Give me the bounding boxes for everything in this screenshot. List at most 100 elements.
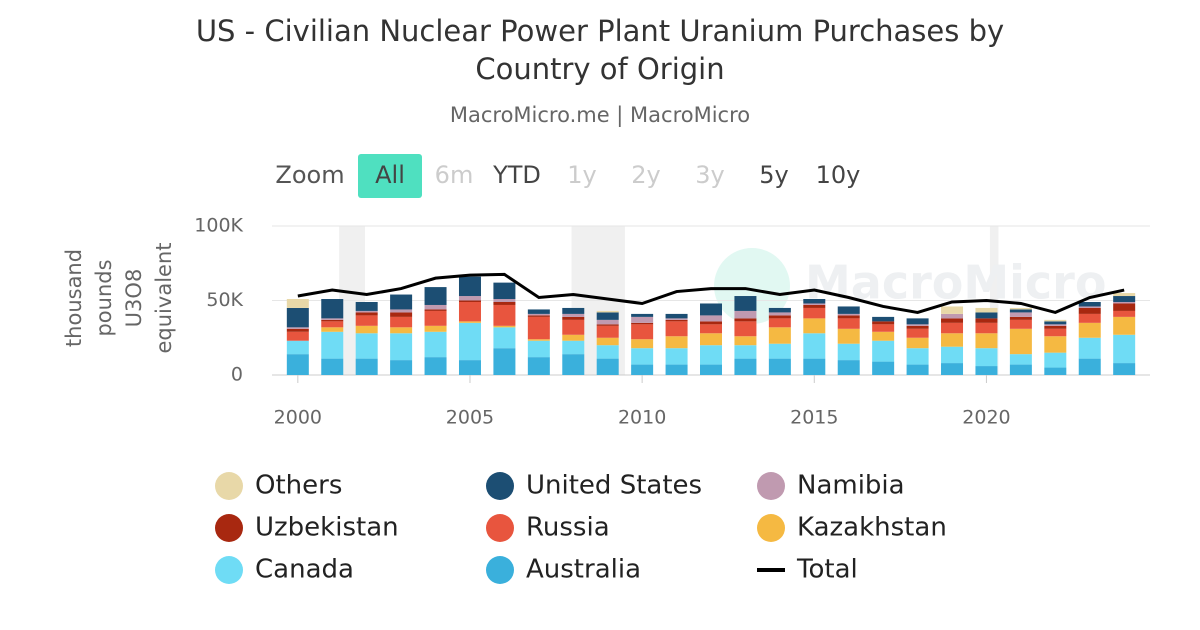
bar-segment bbox=[734, 296, 757, 311]
bar-segment bbox=[803, 318, 826, 334]
bar-segment bbox=[321, 319, 344, 322]
bar-segment bbox=[1044, 321, 1067, 325]
watermark-logo bbox=[714, 248, 790, 324]
bar-segment bbox=[768, 312, 791, 316]
zoom-label: Zoom bbox=[275, 161, 344, 189]
bar-segment bbox=[665, 364, 688, 375]
bar-segment bbox=[286, 340, 309, 355]
bar-segment bbox=[493, 301, 516, 305]
legend-label[interactable]: Uzbekistan bbox=[255, 513, 399, 543]
zoom-button[interactable]: All bbox=[375, 161, 405, 189]
bar-segment bbox=[286, 331, 309, 341]
bar-segment bbox=[734, 321, 757, 337]
bar-segment bbox=[941, 333, 964, 347]
legend-label[interactable]: Russia bbox=[526, 513, 610, 543]
bar-segment bbox=[1078, 322, 1101, 338]
bar-segment bbox=[562, 316, 585, 320]
zoom-button[interactable]: YTD bbox=[492, 161, 541, 189]
bar-segment bbox=[941, 322, 964, 334]
bar-segment bbox=[700, 333, 722, 346]
bar-segment bbox=[562, 307, 585, 314]
bar-segment bbox=[1009, 309, 1032, 313]
x-tick-label: 2015 bbox=[790, 407, 838, 429]
bar-segment bbox=[390, 312, 413, 317]
legend-label[interactable]: Namibia bbox=[797, 471, 905, 501]
bar-segment bbox=[321, 358, 344, 375]
bar-segment bbox=[837, 313, 860, 316]
zoom-button[interactable]: 5y bbox=[759, 161, 788, 189]
bar-segment bbox=[906, 328, 929, 338]
bar-segment bbox=[596, 345, 619, 359]
bar-segment bbox=[321, 299, 344, 319]
bar-segment bbox=[700, 321, 722, 325]
zoom-button: 2y bbox=[631, 161, 660, 189]
y-axis-title: pounds bbox=[92, 259, 116, 336]
bar-segment bbox=[906, 348, 929, 365]
bar-segment bbox=[355, 301, 378, 311]
bar-segment bbox=[424, 304, 447, 310]
bar-segment bbox=[768, 343, 791, 359]
bar-segment bbox=[527, 309, 550, 314]
bar-segment bbox=[872, 316, 895, 322]
bar-segment bbox=[355, 315, 378, 326]
bar-segment bbox=[700, 364, 722, 375]
bar-segment bbox=[390, 360, 413, 375]
bar-segment bbox=[1009, 354, 1032, 365]
bar-segment bbox=[1009, 316, 1032, 320]
bar-segment bbox=[941, 318, 964, 323]
bar-segment bbox=[527, 313, 550, 316]
y-axis-title: equivalent bbox=[152, 243, 176, 354]
bar-segment bbox=[906, 318, 929, 325]
total-line bbox=[297, 272, 1125, 315]
bar-segment bbox=[734, 310, 757, 319]
legend-label[interactable]: United States bbox=[526, 471, 702, 501]
bar-segment bbox=[631, 324, 654, 340]
bar-segment bbox=[803, 304, 826, 308]
bar-segment bbox=[596, 358, 619, 375]
legend-symbol bbox=[486, 556, 514, 584]
bar-segment bbox=[321, 331, 344, 359]
legend-label[interactable]: Canada bbox=[255, 555, 354, 585]
y-tick-label: 0 bbox=[231, 364, 243, 386]
legend-label[interactable]: Others bbox=[255, 471, 342, 501]
zoom-button: 1y bbox=[567, 161, 596, 189]
bar-segment bbox=[1113, 293, 1136, 297]
legend-label[interactable]: Kazakhstan bbox=[797, 513, 947, 543]
bar-segment bbox=[975, 333, 998, 349]
bar-segment bbox=[665, 336, 688, 349]
bar-segment bbox=[458, 321, 481, 323]
zoom-button[interactable]: 10y bbox=[816, 161, 861, 189]
bar-segment bbox=[355, 325, 378, 334]
y-axis-title: U3O8 bbox=[122, 269, 146, 328]
zoom-button-bg bbox=[358, 154, 422, 198]
bar-segment bbox=[700, 315, 722, 322]
bar-segment bbox=[596, 324, 619, 326]
bar-segment bbox=[493, 348, 516, 375]
legend-symbol bbox=[215, 514, 243, 542]
bar-segment bbox=[458, 300, 481, 302]
legend-label[interactable]: Australia bbox=[526, 555, 641, 585]
bar-segment bbox=[768, 318, 791, 328]
bar-segment bbox=[1113, 303, 1136, 311]
bar-segment bbox=[941, 306, 964, 314]
bar-segment bbox=[700, 324, 722, 334]
y-tick-label: 50K bbox=[206, 289, 243, 311]
bar-segment bbox=[631, 364, 654, 375]
legend-label[interactable]: Total bbox=[796, 555, 858, 585]
bar-segment bbox=[975, 322, 998, 334]
bar-segment bbox=[596, 310, 619, 313]
bar-segment bbox=[286, 327, 309, 329]
bar-segment bbox=[527, 315, 550, 317]
bar-segment bbox=[1078, 307, 1101, 314]
chart-subtitle: MacroMicro.me | MacroMicro bbox=[450, 103, 750, 128]
bar-segment bbox=[906, 364, 929, 375]
bar-segment bbox=[321, 327, 344, 332]
legend-symbol bbox=[757, 472, 785, 500]
legend-symbol bbox=[215, 472, 243, 500]
bar-segment bbox=[1009, 328, 1032, 355]
bar-segment bbox=[803, 358, 826, 375]
bar-segment bbox=[1044, 352, 1067, 368]
bar-segment bbox=[596, 319, 619, 325]
chart-title: Country of Origin bbox=[475, 52, 724, 86]
